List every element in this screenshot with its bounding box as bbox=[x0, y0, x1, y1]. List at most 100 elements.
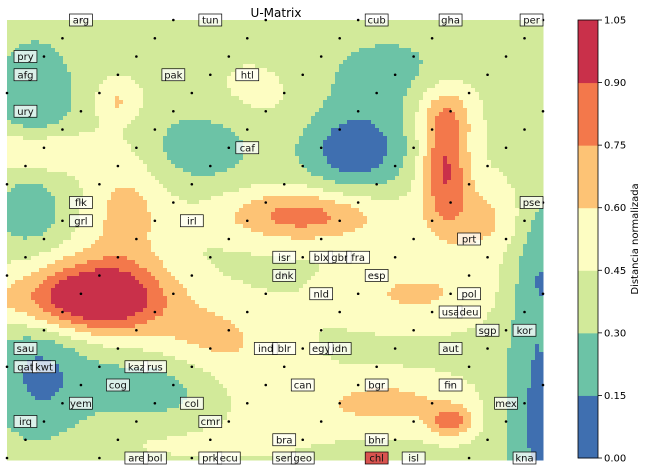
heatmap-cell bbox=[179, 24, 184, 29]
heatmap-cell bbox=[127, 280, 132, 285]
heatmap-cell bbox=[47, 36, 52, 41]
heatmap-cell bbox=[59, 44, 64, 49]
heatmap-cell bbox=[31, 312, 36, 317]
heatmap-cell bbox=[175, 40, 180, 45]
heatmap-cell bbox=[107, 240, 112, 245]
heatmap-cell bbox=[143, 80, 148, 85]
heatmap-cell bbox=[47, 444, 52, 449]
heatmap-cell bbox=[15, 376, 20, 381]
heatmap-cell bbox=[163, 312, 168, 317]
heatmap-cell bbox=[183, 428, 188, 433]
heatmap-cell bbox=[71, 156, 76, 161]
heatmap-cell bbox=[155, 64, 160, 69]
heatmap-cell bbox=[139, 340, 144, 345]
heatmap-cell bbox=[31, 252, 36, 257]
heatmap-cell bbox=[79, 60, 84, 65]
heatmap-cell bbox=[7, 456, 12, 461]
heatmap-cell bbox=[111, 124, 116, 129]
heatmap-cell bbox=[7, 360, 12, 365]
heatmap-cell bbox=[91, 456, 96, 461]
heatmap-cell bbox=[99, 388, 104, 393]
heatmap-cell bbox=[163, 444, 168, 449]
heatmap-cell bbox=[135, 428, 140, 433]
heatmap-cell bbox=[39, 432, 44, 437]
heatmap-cell bbox=[143, 128, 148, 133]
heatmap-cell bbox=[147, 436, 152, 441]
heatmap-cell bbox=[151, 164, 156, 169]
heatmap-cell bbox=[179, 104, 184, 109]
heatmap-cell bbox=[135, 48, 140, 53]
heatmap-cell bbox=[159, 200, 164, 205]
heatmap-cell bbox=[107, 20, 112, 25]
heatmap-cell bbox=[23, 320, 28, 325]
heatmap-cell bbox=[159, 120, 164, 125]
heatmap-cell bbox=[111, 444, 116, 449]
heatmap-cell bbox=[131, 348, 136, 353]
heatmap-cell bbox=[183, 104, 188, 109]
heatmap-cell bbox=[115, 228, 120, 233]
heatmap-cell bbox=[63, 456, 68, 461]
heatmap-cell bbox=[143, 304, 148, 309]
heatmap-cell bbox=[131, 312, 136, 317]
heatmap-cell bbox=[31, 268, 36, 273]
heatmap-cell bbox=[139, 332, 144, 337]
heatmap-cell bbox=[151, 68, 156, 73]
heatmap-cell bbox=[79, 372, 84, 377]
heatmap-cell bbox=[15, 412, 20, 417]
heatmap-cell bbox=[31, 376, 36, 381]
heatmap-cell bbox=[111, 396, 116, 401]
heatmap-cell bbox=[43, 80, 48, 85]
heatmap-cell bbox=[27, 40, 32, 45]
heatmap-cell bbox=[63, 292, 68, 297]
heatmap-cell bbox=[163, 424, 168, 429]
heatmap-cell bbox=[179, 428, 184, 433]
heatmap-cell bbox=[67, 28, 72, 33]
heatmap-cell bbox=[39, 440, 44, 445]
heatmap-cell bbox=[167, 64, 172, 69]
heatmap-cell bbox=[131, 72, 136, 77]
heatmap-cell bbox=[59, 348, 64, 353]
heatmap-cell bbox=[143, 420, 148, 425]
heatmap-cell bbox=[99, 268, 104, 273]
heatmap-cell bbox=[79, 232, 84, 237]
heatmap-cell bbox=[135, 204, 140, 209]
heatmap-cell bbox=[183, 160, 188, 165]
heatmap-cell bbox=[87, 380, 92, 385]
heatmap-cell bbox=[159, 300, 164, 305]
heatmap-cell bbox=[11, 356, 16, 361]
heatmap-cell bbox=[31, 452, 36, 457]
heatmap-cell bbox=[171, 356, 176, 361]
heatmap-cell bbox=[179, 240, 184, 245]
heatmap-cell bbox=[79, 392, 84, 397]
heatmap-cell bbox=[175, 412, 180, 417]
heatmap-cell bbox=[143, 132, 148, 137]
heatmap-cell bbox=[87, 152, 92, 157]
heatmap-cell bbox=[7, 320, 12, 325]
heatmap-cell bbox=[31, 44, 36, 49]
heatmap-cell bbox=[159, 152, 164, 157]
heatmap-cell bbox=[59, 440, 64, 445]
heatmap-cell bbox=[139, 140, 144, 145]
heatmap-cell bbox=[15, 28, 20, 33]
heatmap-cell bbox=[67, 100, 72, 105]
heatmap-cell bbox=[39, 228, 44, 233]
heatmap-cell bbox=[35, 264, 40, 269]
heatmap-cell bbox=[43, 208, 48, 213]
heatmap-cell bbox=[63, 68, 68, 73]
heatmap-cell bbox=[83, 244, 88, 249]
heatmap-cell bbox=[43, 256, 48, 261]
heatmap-cell bbox=[71, 108, 76, 113]
heatmap-cell bbox=[15, 92, 20, 97]
heatmap-cell bbox=[171, 84, 176, 89]
heatmap-cell bbox=[131, 252, 136, 257]
heatmap-cell bbox=[179, 408, 184, 413]
heatmap-cell bbox=[71, 356, 76, 361]
heatmap-cell bbox=[43, 32, 48, 37]
heatmap-cell bbox=[63, 28, 68, 33]
heatmap-cell bbox=[63, 212, 68, 217]
heatmap-cell bbox=[179, 348, 184, 353]
heatmap-cell bbox=[7, 296, 12, 301]
heatmap-cell bbox=[119, 200, 124, 205]
heatmap-cell bbox=[179, 176, 184, 181]
heatmap-cell bbox=[91, 84, 96, 89]
